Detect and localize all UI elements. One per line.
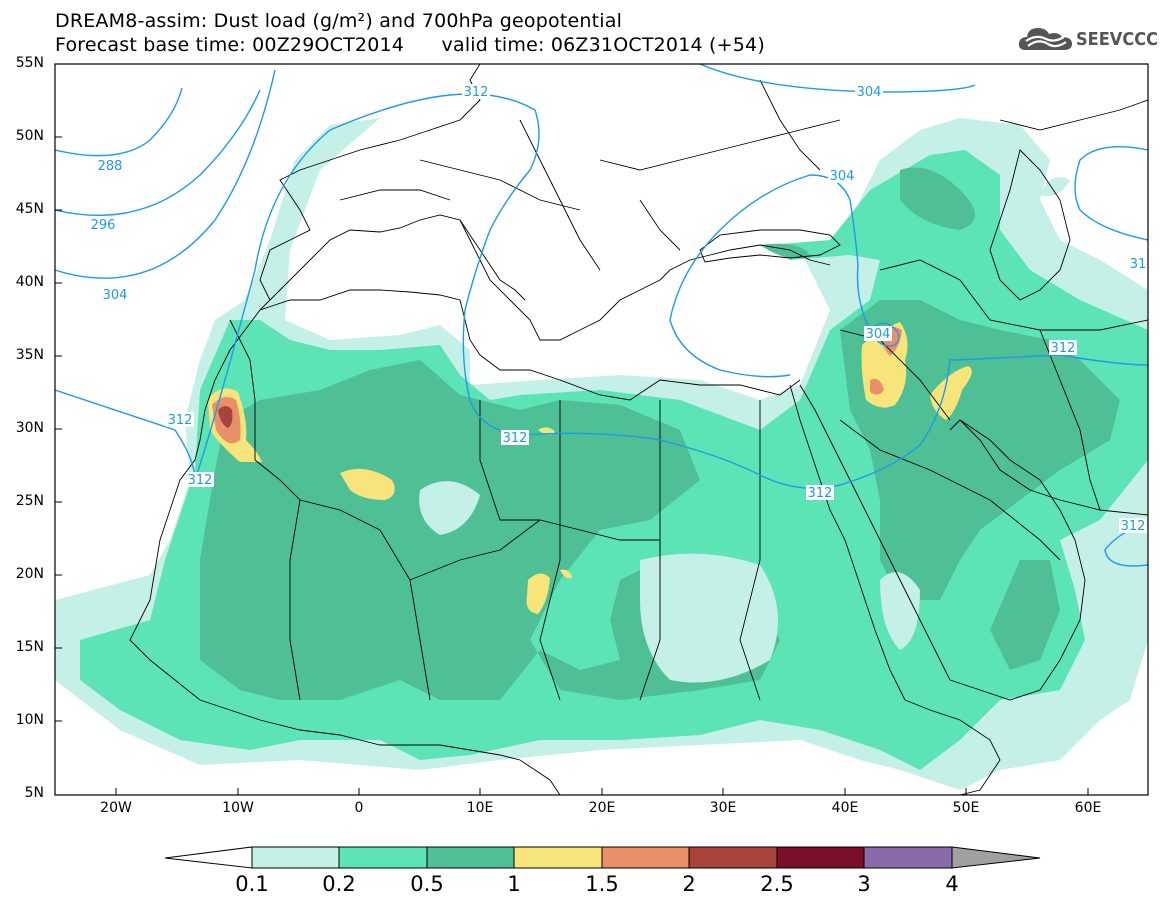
lon-label: 40E: [831, 800, 859, 816]
lon-label: 50E: [952, 800, 980, 816]
svg-text:312: 312: [503, 431, 528, 446]
colorbar-label: 1: [507, 872, 521, 896]
map-title-line-2: Forecast base time: 00Z29OCT2014 valid t…: [55, 34, 765, 56]
svg-text:312: 312: [168, 413, 193, 428]
svg-text:304: 304: [830, 169, 855, 184]
contour-label: 312: [166, 412, 194, 428]
contour-label: 296: [89, 217, 117, 233]
coastlines-borders: [129, 64, 1148, 795]
dust-level-0-5-area: [200, 167, 1120, 700]
lat-label: 15N: [15, 639, 44, 655]
axis-ticks: [55, 63, 1089, 795]
lat-label: 40N: [15, 274, 44, 290]
svg-text:312: 312: [464, 85, 489, 100]
colorbar-segment: [338, 846, 428, 869]
colorbar-label: 1.5: [585, 872, 619, 896]
lat-label: 30N: [15, 420, 44, 436]
contour-label: 312: [501, 430, 529, 446]
colorbar: [164, 846, 1041, 869]
colorbar-segment: [426, 846, 515, 869]
lat-label: 50N: [15, 128, 44, 144]
lat-label: 25N: [15, 493, 44, 509]
dust-level-2-area: [218, 406, 233, 428]
colorbar-segment: [601, 846, 690, 869]
svg-text:312: 312: [1121, 519, 1146, 534]
contour-label: 312: [462, 84, 490, 100]
contour-label: 312: [806, 485, 834, 501]
map-title-line-1: DREAM8-assim: Dust load (g/m²) and 700hP…: [55, 10, 623, 32]
colorbar-segment: [688, 846, 778, 869]
lon-label: 10E: [466, 800, 494, 816]
lon-label: 20W: [100, 800, 132, 816]
svg-text:304: 304: [866, 327, 891, 342]
svg-text:296: 296: [91, 218, 116, 233]
colorbar-label: 2.5: [760, 872, 794, 896]
colorbar-label: 0.2: [322, 872, 356, 896]
lon-label: 60E: [1074, 800, 1102, 816]
lon-label: 30E: [709, 800, 737, 816]
lat-label: 45N: [15, 201, 44, 217]
colorbar-segment: [251, 846, 340, 869]
lat-label: 10N: [15, 712, 44, 728]
lat-label: 20N: [15, 566, 44, 582]
colorbar-label: 3: [857, 872, 871, 896]
lat-label: 5N: [24, 785, 44, 801]
svg-text:304: 304: [857, 85, 882, 100]
colorbar-segment: [863, 846, 953, 869]
colorbar-segment: [513, 846, 603, 869]
contour-label-group: 288 296 304 312 312 312 312 304 304 304 …: [89, 84, 1147, 534]
svg-text:312: 312: [188, 473, 213, 488]
base-time: Forecast base time: 00Z29OCT2014: [55, 34, 405, 56]
lon-label: 20E: [588, 800, 616, 816]
colorbar-label: 4: [945, 872, 959, 896]
colorbar-label: 0.5: [410, 872, 444, 896]
contour-label: 288: [96, 158, 124, 174]
contour-label: 304: [855, 84, 883, 100]
contour-label: 312: [186, 472, 214, 488]
colorbar-segment: [776, 846, 865, 869]
contour-label: 304: [101, 287, 129, 303]
lon-label: 0: [354, 800, 364, 816]
colorbar-label: 2: [682, 872, 696, 896]
contour-label: 304: [828, 168, 856, 184]
contour-label: 31: [1130, 257, 1147, 272]
contour-label: 312: [1049, 340, 1077, 356]
svg-text:312: 312: [808, 486, 833, 501]
svg-text:312: 312: [1051, 341, 1076, 356]
lat-label: 35N: [15, 347, 44, 363]
geopotential-contours: [55, 64, 1148, 567]
lat-label: 55N: [15, 55, 44, 71]
colorbar-label: 0.1: [235, 872, 269, 896]
valid-time: valid time: 06Z31OCT2014 (+54): [441, 34, 765, 56]
logo-text: SEEVCCC: [1076, 28, 1158, 50]
seevccc-logo: SEEVCCC: [1018, 24, 1158, 54]
colorbar-low-arrow: [164, 846, 253, 869]
contour-label: 312: [1119, 518, 1147, 534]
cloud-logo-icon: [1018, 28, 1072, 50]
svg-text:288: 288: [98, 159, 123, 174]
lon-label: 10W: [222, 800, 254, 816]
svg-text:304: 304: [103, 288, 128, 303]
colorbar-high-arrow: [951, 846, 1041, 869]
svg-text:31: 31: [1130, 257, 1147, 272]
contour-label: 304: [864, 326, 892, 342]
